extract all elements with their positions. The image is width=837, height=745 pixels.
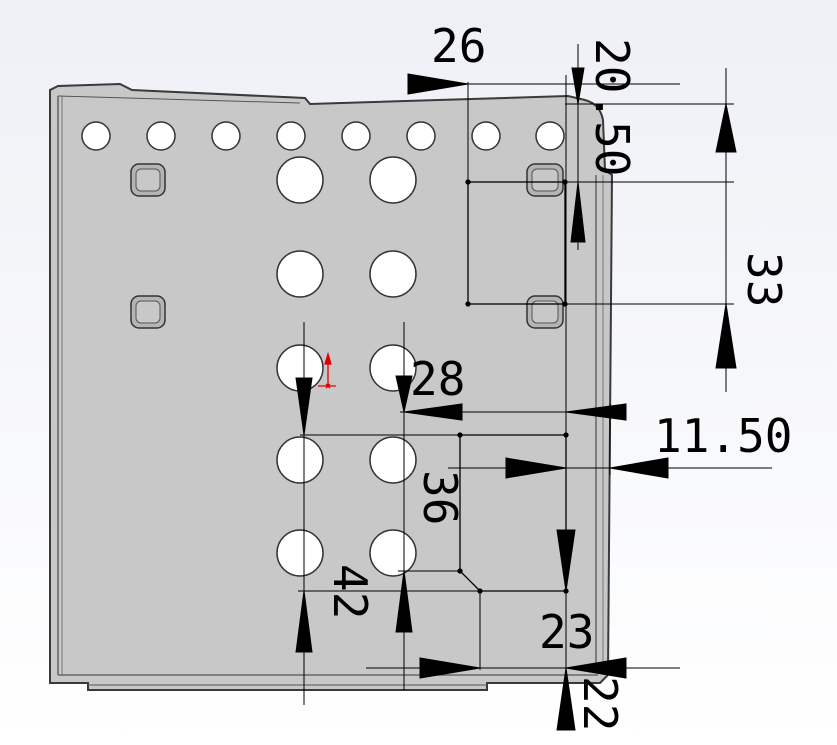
square-slot-inner bbox=[135, 168, 161, 192]
small-hole[interactable] bbox=[211, 121, 241, 151]
top-hole-row[interactable] bbox=[81, 121, 565, 151]
dim-42[interactable]: 42 bbox=[323, 564, 377, 619]
part-body[interactable] bbox=[49, 82, 614, 691]
dimension-arrows bbox=[295, 44, 737, 731]
dim-33[interactable]: 33 bbox=[737, 252, 791, 307]
origin-triad-icon bbox=[318, 351, 336, 389]
square-slot-inner bbox=[531, 168, 559, 192]
dim-36[interactable]: 36 bbox=[413, 470, 467, 525]
small-hole[interactable] bbox=[471, 121, 501, 151]
square-slot-inner bbox=[135, 300, 161, 324]
small-hole[interactable] bbox=[406, 121, 436, 151]
small-hole[interactable] bbox=[81, 121, 111, 151]
small-hole[interactable] bbox=[535, 121, 565, 151]
large-hole[interactable] bbox=[276, 250, 324, 298]
square-slot-inner bbox=[531, 300, 559, 324]
small-hole[interactable] bbox=[341, 121, 371, 151]
large-hole[interactable] bbox=[369, 156, 417, 204]
dim-11-50[interactable]: 11.50 bbox=[654, 409, 792, 463]
square-slots[interactable] bbox=[130, 163, 564, 329]
sketch-lower-profile[interactable] bbox=[457, 432, 569, 594]
dim-22[interactable]: 22 bbox=[573, 676, 627, 731]
dim-23[interactable]: 23 bbox=[539, 605, 594, 659]
dim-28[interactable]: 28 bbox=[410, 352, 465, 406]
large-hole[interactable] bbox=[369, 436, 417, 484]
large-hole[interactable] bbox=[276, 436, 324, 484]
dim-20-50[interactable]: 20.50 bbox=[585, 38, 639, 176]
large-hole[interactable] bbox=[369, 250, 417, 298]
large-hole[interactable] bbox=[276, 529, 324, 577]
small-hole[interactable] bbox=[276, 121, 306, 151]
small-hole[interactable] bbox=[146, 121, 176, 151]
dim-26[interactable]: 26 bbox=[431, 19, 486, 73]
large-hole[interactable] bbox=[276, 156, 324, 204]
